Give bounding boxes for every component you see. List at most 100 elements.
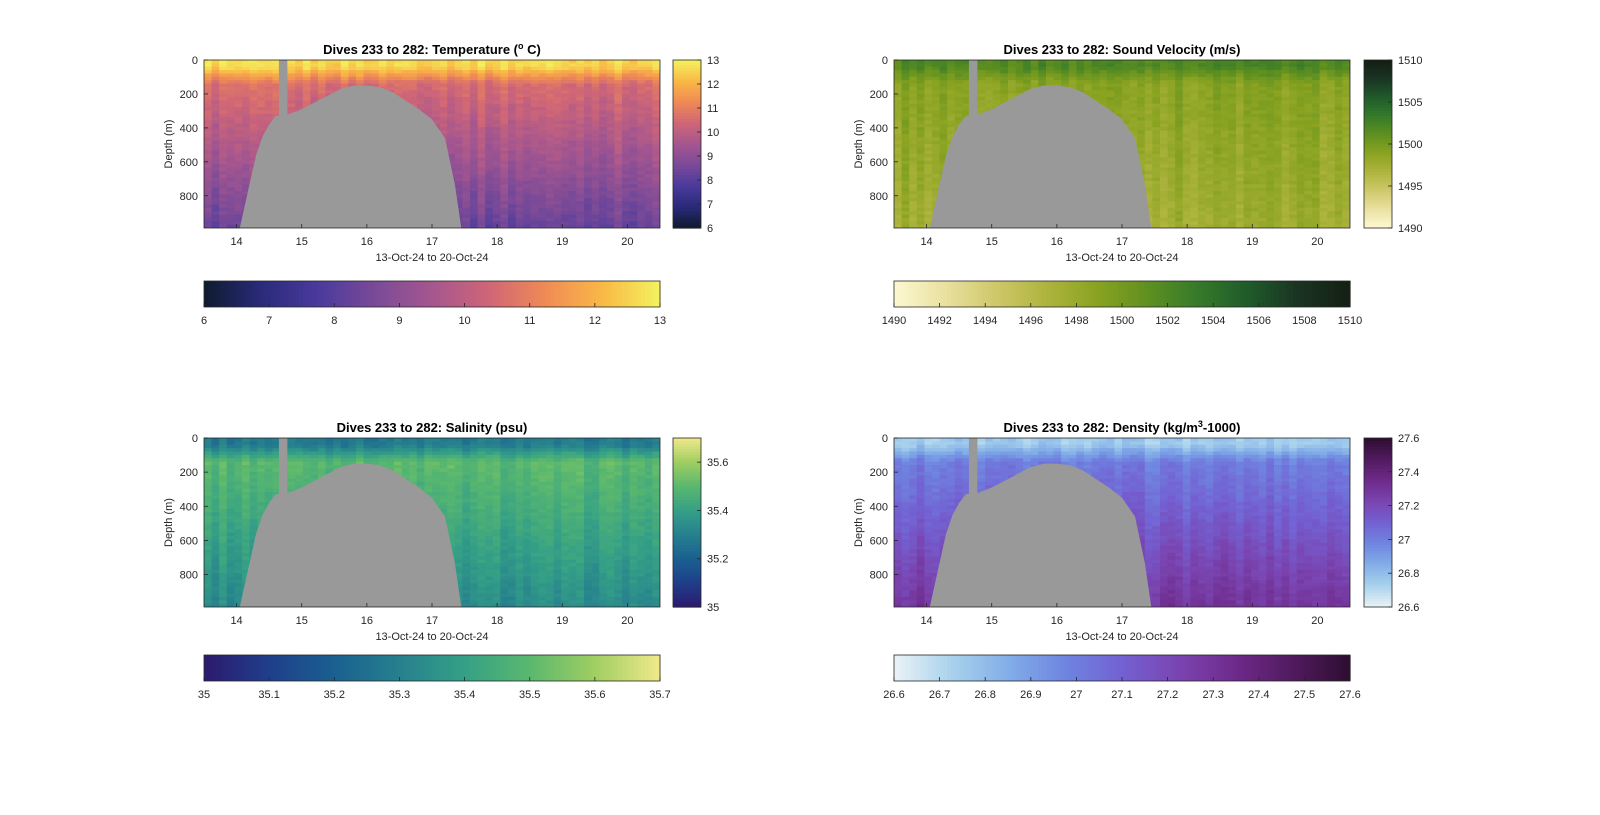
heatmap-cell [901, 167, 910, 172]
colorbar-swatch [673, 219, 701, 223]
heatmap-cell [1000, 100, 1009, 105]
heatmap-cell [219, 96, 228, 101]
heatmap-cell [302, 83, 311, 88]
heatmap-cell [287, 63, 296, 68]
heatmap-cell [1053, 83, 1062, 88]
heatmap-cell [242, 123, 251, 128]
heatmap-cell [257, 83, 266, 88]
heatmap-cell [644, 70, 653, 75]
heatmap-cell [1000, 80, 1009, 85]
colorbar-swatch [673, 214, 701, 218]
heatmap-cell [894, 191, 903, 195]
heatmap-cell [629, 201, 638, 206]
heatmap-cell [1144, 86, 1153, 91]
heatmap-cell [644, 164, 653, 169]
heatmap-cell [485, 144, 494, 148]
heatmap-cell [470, 207, 479, 212]
heatmap-cell [652, 154, 660, 159]
heatmap-cell [591, 177, 600, 182]
heatmap-cell [454, 83, 463, 88]
heatmap-cell [637, 217, 646, 222]
heatmap-cell [1084, 83, 1093, 88]
heatmap-cell [219, 160, 228, 165]
heatmap-cell [1091, 80, 1100, 85]
heatmap-cell [515, 107, 524, 111]
heatmap-cell [272, 60, 281, 64]
heatmap-cell [584, 120, 593, 125]
heatmap-cell [901, 207, 910, 212]
heatmap-cell [1144, 204, 1153, 209]
heatmap-cell [264, 86, 273, 91]
heatmap-cell [576, 157, 585, 162]
heatmap-cell [508, 140, 517, 145]
heatmap-cell [553, 197, 562, 202]
heatmap-cell [226, 194, 235, 199]
heatmap-cell [485, 113, 494, 118]
heatmap-cell [947, 86, 956, 91]
heatmap-cell [204, 194, 213, 199]
heatmap-cell [424, 63, 433, 68]
heatmap-cell [1144, 83, 1153, 88]
hcolorbar-swatch [310, 281, 315, 307]
heatmap-cell [454, 204, 463, 209]
heatmap-cell [1144, 147, 1153, 152]
heatmap-cell [916, 164, 925, 169]
heatmap-cell [932, 160, 941, 165]
heatmap-cell [954, 63, 963, 68]
heatmap-cell [462, 100, 471, 105]
heatmap-cell [1000, 60, 1009, 64]
heatmap-cell [470, 66, 479, 71]
heatmap-cell [432, 63, 441, 68]
heatmap-cell [546, 110, 555, 115]
heatmap-cell [652, 86, 660, 91]
heatmap-cell [652, 197, 660, 202]
heatmap-cell [954, 66, 963, 71]
heatmap-cell [622, 207, 631, 212]
heatmap-cell [226, 221, 235, 226]
heatmap-cell [901, 127, 910, 132]
heatmap-cell [333, 80, 342, 85]
heatmap-cell [985, 60, 994, 64]
heatmap-cell [992, 83, 1001, 88]
heatmap-cell [515, 137, 524, 142]
heatmap-cell [492, 164, 501, 169]
heatmap-cell [500, 221, 509, 226]
heatmap-cell [462, 154, 471, 159]
heatmap-cell [492, 60, 501, 64]
heatmap-cell [652, 63, 660, 68]
heatmap-cell [508, 123, 517, 128]
heatmap-cell [1137, 76, 1146, 81]
heatmap-cell [477, 130, 486, 135]
heatmap-cell [629, 177, 638, 182]
hcolorbar-swatch [565, 281, 570, 307]
heatmap-cell [318, 66, 327, 71]
heatmap-cell [1084, 70, 1093, 75]
heatmap-cell [1144, 194, 1153, 199]
heatmap-cell [637, 191, 646, 195]
heatmap-cell [591, 197, 600, 202]
heatmap-cell [939, 70, 948, 75]
heatmap-cell [629, 144, 638, 148]
heatmap-cell [652, 100, 660, 105]
heatmap-cell [454, 113, 463, 118]
heatmap-cell [508, 113, 517, 118]
heatmap-cell [249, 140, 258, 145]
heatmap-cell [629, 187, 638, 192]
heatmap-cell [614, 177, 623, 182]
heatmap-cell [568, 83, 577, 88]
heatmap-cell [568, 137, 577, 142]
heatmap-cell [454, 120, 463, 125]
heatmap-cell [1152, 221, 1161, 226]
heatmap-cell [629, 217, 638, 222]
heatmap-cell [401, 70, 410, 75]
heatmap-cell [242, 177, 251, 182]
hcolorbar-swatch [542, 281, 547, 307]
heatmap-cell [546, 113, 555, 118]
heatmap-cell [561, 73, 570, 78]
heatmap-cell [599, 107, 608, 111]
heatmap-cell [561, 103, 570, 108]
heatmap-cell [515, 73, 524, 78]
heatmap-cell [295, 60, 304, 64]
hcolorbar-tick-label: 13 [654, 315, 666, 327]
heatmap-cell [576, 194, 585, 199]
